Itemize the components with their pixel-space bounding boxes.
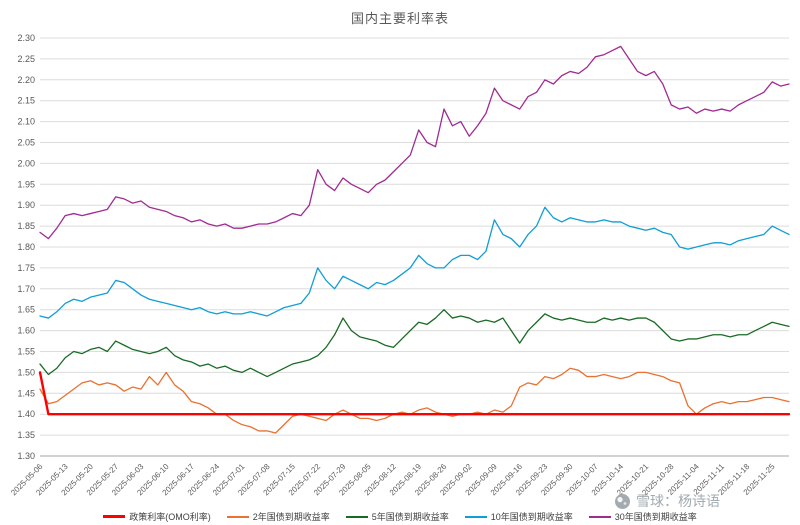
y-tick-label: 1.80 [17,242,35,252]
y-tick-label: 2.30 [17,33,35,43]
legend-swatch [103,515,126,518]
y-tick-label: 1.70 [17,284,35,294]
y-tick-label: 1.40 [17,409,35,419]
legend-item: 政策利率(OMO利率) [103,510,211,523]
legend-label: 政策利率(OMO利率) [129,512,211,522]
y-tick-label: 2.25 [17,54,35,64]
series-line [39,45,790,240]
y-tick-label: 2.10 [17,117,35,127]
y-tick-label: 2.15 [17,96,35,106]
y-tick-label: 1.65 [17,305,35,315]
y-tick-label: 1.35 [17,430,35,440]
series-line [38,371,791,416]
legend-swatch [588,515,611,518]
y-tick-label: 1.90 [17,200,35,210]
legend-label: 30年国债到期收益率 [614,512,697,522]
legend-item: 10年国债到期收益率 [464,510,573,523]
watermark-text: 雪球：杨诗语 [636,493,720,509]
y-tick-label: 1.55 [17,347,35,357]
y-tick-label: 2.20 [17,75,35,85]
y-tick-label: 2.00 [17,158,35,168]
gridlines [40,37,789,457]
y-tick-label: 1.60 [17,326,35,336]
y-tick-label: 1.45 [17,388,35,398]
legend-label: 10年国债到期收益率 [490,512,573,522]
watermark: 雪球：杨诗语 [614,491,720,511]
y-tick-label: 1.30 [17,451,35,461]
y-tick-label: 1.95 [17,179,35,189]
series-line [39,206,790,319]
chart-title: 国内主要利率表 [350,11,449,26]
y-tick-label: 1.75 [17,263,35,273]
legend-swatch [345,515,368,518]
y-tick-label: 1.50 [17,367,35,377]
y-tick-label: 1.85 [17,221,35,231]
series-line [39,367,790,434]
legend: 政策利率(OMO利率) 2年国债到期收益率 5年国债到期收益率 10年国债到期收益率 3… [0,510,800,523]
legend-item: 30年国债到期收益率 [588,510,697,523]
y-tick-label: 2.05 [17,138,35,148]
legend-swatch [226,515,249,518]
y-axis-labels: 2.30 2.25 2.20 2.15 2.10 2.05 2.00 1.95 1.90 1.85… [17,33,35,461]
xueqiu-logo-icon [615,493,630,509]
legend-item: 5年国债到期收益率 [345,510,449,523]
legend-label: 5年国债到期收益率 [371,512,449,522]
series-line [39,309,790,378]
legend-label: 2年国债到期收益率 [252,512,330,522]
legend-item: 2年国债到期收益率 [226,510,330,523]
legend-swatch [464,515,487,518]
